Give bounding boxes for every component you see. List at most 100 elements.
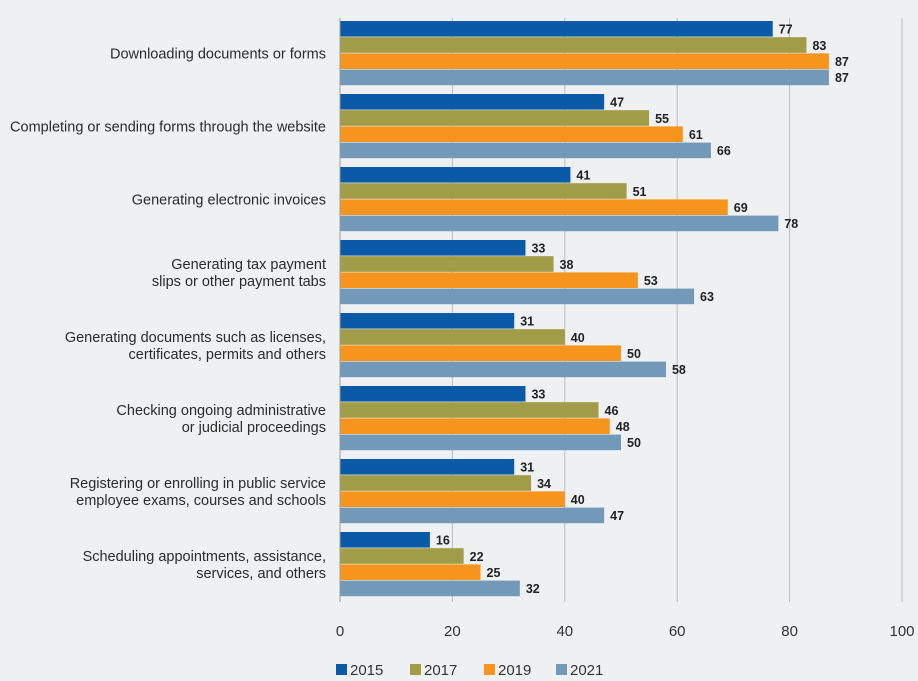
x-tick-label: 40 [556, 623, 573, 640]
x-tick-label: 100 [889, 623, 914, 640]
value-label: 33 [531, 388, 545, 402]
category-label-line: Scheduling appointments, assistance, [83, 549, 326, 565]
category-label: Downloading documents or forms [110, 46, 326, 62]
value-label: 33 [531, 242, 545, 256]
category-label: Registering or enrolling in public servi… [70, 476, 326, 509]
value-label: 47 [610, 96, 624, 110]
bar-2017-1 [340, 110, 650, 126]
value-label: 46 [605, 404, 619, 418]
value-label: 58 [672, 363, 686, 377]
bar-2017-7 [340, 548, 464, 564]
value-label: 66 [717, 144, 731, 158]
legend-label: 2017 [424, 662, 457, 679]
bar-2021-5 [340, 434, 621, 451]
value-label: 55 [655, 112, 669, 126]
legend-swatch-2021 [556, 664, 567, 675]
value-label: 47 [610, 509, 624, 523]
bar-2015-3 [340, 240, 526, 256]
bar-2021-6 [340, 507, 605, 524]
bar-2015-5 [340, 386, 526, 402]
value-label: 25 [487, 566, 501, 580]
value-label: 78 [784, 217, 798, 231]
x-tick-label: 0 [336, 623, 344, 640]
category-label-line: Generating documents such as licenses, [65, 330, 326, 346]
category-label-line: Generating electronic invoices [132, 192, 326, 208]
bar-2015-4 [340, 313, 515, 329]
legend-label: 2021 [570, 662, 603, 679]
bar-2021-2 [340, 215, 779, 232]
bar-2015-6 [340, 459, 515, 475]
category-label: Scheduling appointments, assistance, serv… [83, 549, 326, 582]
value-label: 87 [835, 55, 849, 69]
bar-2021-1 [340, 142, 711, 159]
category-label-line: slips or other payment tabs [152, 274, 326, 290]
legend-label: 2019 [498, 662, 531, 679]
value-label: 69 [734, 201, 748, 215]
legend-swatch-2017 [410, 664, 421, 675]
value-label: 40 [571, 331, 585, 345]
bar-2017-6 [340, 475, 532, 491]
bar-2017-2 [340, 183, 627, 199]
bar-2015-2 [340, 167, 571, 183]
bar-2021-7 [340, 580, 520, 597]
value-label: 40 [571, 493, 585, 507]
bar-2019-7 [340, 564, 481, 580]
x-tick-label: 80 [781, 623, 798, 640]
value-label: 41 [576, 169, 590, 183]
category-label: Generating electronic invoices [132, 192, 326, 208]
value-label: 31 [520, 315, 534, 329]
value-label: 50 [627, 347, 641, 361]
x-tick-label: 60 [669, 623, 686, 640]
category-label-line: certificates, permits and others [129, 347, 326, 363]
category-label-line: Generating tax payment [171, 257, 326, 273]
bar-2017-0 [340, 37, 807, 53]
category-label-line: employee exams, courses and schools [76, 493, 326, 509]
value-label: 32 [526, 582, 540, 596]
bar-2015-0 [340, 21, 773, 37]
value-label: 77 [779, 23, 793, 37]
bar-2019-1 [340, 126, 683, 142]
bar-2015-1 [340, 94, 605, 110]
value-label: 83 [812, 39, 826, 53]
x-tick-label: 20 [444, 623, 461, 640]
category-label-line: Completing or sending forms through the … [10, 119, 326, 135]
bar-2019-2 [340, 199, 728, 215]
legend-swatch-2019 [484, 664, 495, 675]
category-label-line: or judicial proceedings [182, 420, 326, 436]
category-label: Checking ongoing administrative or judici… [116, 403, 326, 436]
bar-2021-0 [340, 69, 829, 86]
bar-2021-3 [340, 288, 695, 305]
bar-2019-3 [340, 272, 638, 288]
legend-swatch-2015 [336, 664, 347, 675]
category-label-line: Registering or enrolling in public servi… [70, 476, 326, 492]
value-label: 53 [644, 274, 658, 288]
bar-2017-4 [340, 329, 565, 345]
value-label: 48 [616, 420, 630, 434]
value-label: 51 [633, 185, 647, 199]
value-label: 50 [627, 436, 641, 450]
category-label: Completing or sending forms through the … [10, 119, 326, 135]
bar-2015-7 [340, 532, 430, 548]
legend-label: 2015 [350, 662, 383, 679]
category-label-line: Checking ongoing administrative [116, 403, 326, 419]
bar-2019-5 [340, 418, 610, 434]
value-label: 87 [835, 71, 849, 85]
bar-2021-4 [340, 361, 666, 378]
value-label: 22 [470, 550, 484, 564]
value-label: 38 [560, 258, 574, 272]
category-label: Generating documents such as licenses, ce… [65, 330, 326, 363]
bar-2019-6 [340, 491, 565, 507]
category-label-line: services, and others [196, 566, 326, 582]
bar-2019-0 [340, 53, 829, 69]
category-label: Generating tax payment slips or other pay… [152, 257, 326, 290]
value-label: 61 [689, 128, 703, 142]
bar-2019-4 [340, 345, 621, 361]
value-label: 34 [537, 477, 551, 491]
value-label: 31 [520, 461, 534, 475]
bar-2017-5 [340, 402, 599, 418]
value-label: 63 [700, 290, 714, 304]
category-label-line: Downloading documents or forms [110, 46, 326, 62]
bar-2017-3 [340, 256, 554, 272]
value-label: 16 [436, 534, 450, 548]
